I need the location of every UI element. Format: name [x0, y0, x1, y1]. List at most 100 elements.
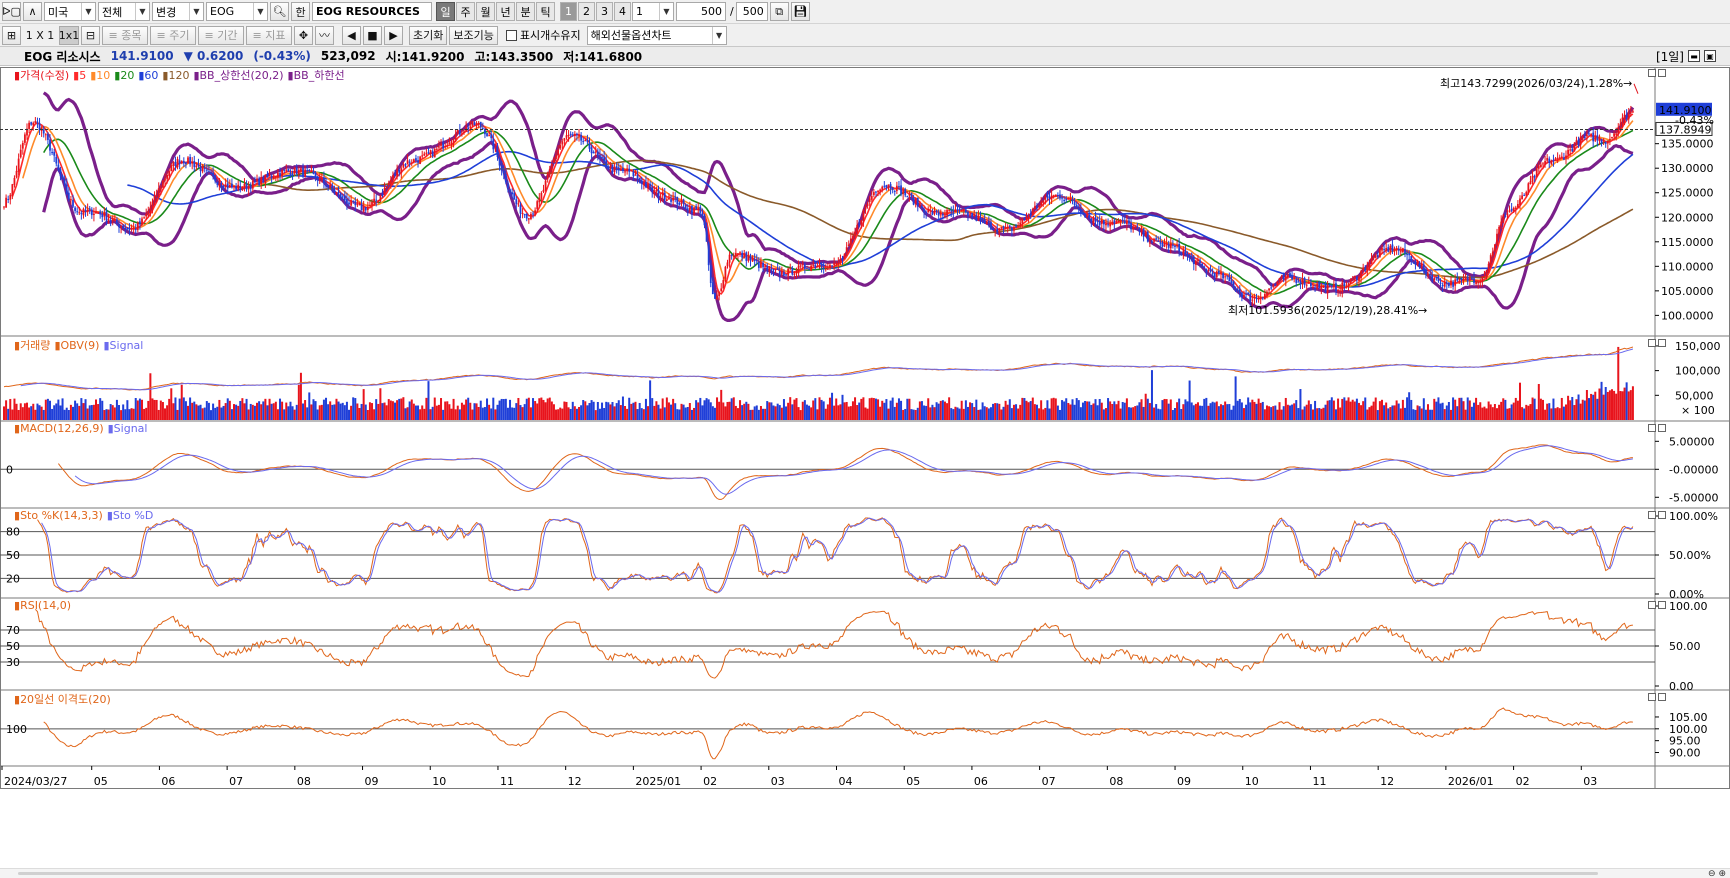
save-button[interactable]: 💾︎ — [790, 2, 810, 21]
single-layout-button[interactable]: 1x1 — [59, 25, 79, 45]
legend-entry[interactable]: ▮RSI(14,0) — [14, 599, 71, 612]
symbol-input[interactable]: EOG ▼ — [206, 2, 268, 21]
candle-body — [469, 126, 472, 128]
period-tab-1[interactable]: 주 — [456, 2, 475, 21]
candle-body — [1031, 208, 1034, 215]
search-button[interactable]: 🔍︎ — [270, 2, 289, 21]
candle-body — [1107, 224, 1109, 226]
pane-close-icon[interactable] — [1658, 693, 1666, 701]
volume-bar — [34, 409, 37, 420]
wave-button[interactable]: 〰 — [315, 25, 334, 45]
slot-tab-4[interactable]: 4 — [614, 2, 631, 21]
volume-bar — [327, 404, 330, 420]
volume-bar — [580, 405, 583, 420]
scroll-track[interactable] — [18, 872, 1598, 875]
volume-bar — [680, 403, 683, 420]
period-tab-2[interactable]: 월 — [476, 2, 495, 21]
legend-entry[interactable]: ▮20일선 이격도(20) — [14, 693, 111, 706]
interval-select[interactable]: 1 ▼ — [632, 2, 674, 21]
aux-functions-button[interactable]: 보조기능 — [449, 25, 498, 45]
candle-body — [617, 167, 620, 170]
legend-entry[interactable]: ▮Signal — [103, 339, 143, 352]
zoom-in-icon[interactable]: ⊕ — [1718, 869, 1726, 878]
period-tab-0[interactable]: 일 — [436, 2, 455, 21]
legend-entry[interactable]: ▮OBV(9) — [54, 339, 99, 352]
legend-entry[interactable]: ▮Sto %K(14,3,3) — [14, 509, 103, 522]
candle-body — [481, 127, 484, 129]
minimize-icon[interactable]: ▬ — [1688, 50, 1700, 62]
zoom-tools[interactable]: ⊖ ⊕ — [1708, 869, 1726, 878]
volume-bar — [1475, 397, 1478, 420]
table-view-button[interactable]: ⊟ — [81, 25, 100, 45]
legend-entry[interactable]: ▮Sto %D — [107, 509, 154, 522]
market-select[interactable]: 미국 ▼ — [44, 2, 96, 21]
legend-entry[interactable]: ▮20 — [114, 69, 134, 82]
legend-entry[interactable]: ▮60 — [138, 69, 158, 82]
legend-entry[interactable]: ▮가격(수정) — [14, 69, 69, 82]
scroll-left-button[interactable]: ◀ — [342, 25, 361, 45]
stop-button[interactable]: ■ — [363, 25, 382, 45]
pane-close-icon[interactable] — [1658, 339, 1666, 347]
volume-bar — [23, 403, 26, 420]
legend-entry[interactable]: ▮5 — [73, 69, 86, 82]
pane-close-icon[interactable] — [1658, 424, 1666, 432]
bb-lower-line — [42, 140, 1634, 322]
candle-body — [113, 218, 116, 220]
display-count-input[interactable]: 500 — [676, 2, 726, 21]
menu-button[interactable]: ᐅ▢ — [2, 2, 21, 21]
change-select[interactable]: 변경 ▼ — [152, 2, 204, 21]
pane-close-icon[interactable] — [1658, 69, 1666, 77]
candle-body — [360, 204, 363, 211]
grid-layout-button[interactable]: ⊞ — [2, 25, 21, 45]
keep-count-checkbox[interactable]: 표시개수유지 — [505, 27, 581, 43]
item-menu-button[interactable]: ≡ 종목 — [102, 25, 148, 45]
volume-bar — [703, 400, 706, 420]
period-tab-3[interactable]: 년 — [496, 2, 515, 21]
reset-button[interactable]: 초기화 — [409, 25, 448, 45]
legend-entry[interactable]: ▮10 — [90, 69, 110, 82]
legend-entry[interactable]: ▮BB_상한선(20,2) — [193, 69, 283, 82]
slot-tab-3[interactable]: 3 — [596, 2, 613, 21]
pane-close-icon[interactable] — [1658, 601, 1666, 609]
legend-entry[interactable]: ▮거래량 — [14, 339, 50, 352]
pane-minimize-icon[interactable] — [1648, 693, 1656, 701]
zoom-out-icon[interactable]: ⊖ — [1708, 869, 1716, 878]
pane-minimize-icon[interactable] — [1648, 69, 1656, 77]
candle-body — [1025, 218, 1028, 220]
hangul-button[interactable]: 한 — [291, 2, 310, 21]
pane-minimize-icon[interactable] — [1648, 339, 1656, 347]
volume-bar — [220, 407, 223, 420]
scope-select[interactable]: 전체 ▼ — [98, 2, 150, 21]
pane-close-icon[interactable] — [1658, 511, 1666, 519]
quote-info-bar: EOG 리소시스 141.9100 ▼ 0.6200 (-0.43%) 523,… — [0, 47, 1730, 66]
candle-body — [998, 228, 1001, 233]
chart-area[interactable]: 135.0000 130.0000 125.0000 120.0000 115.0000… — [0, 67, 1730, 868]
crosshair-button[interactable]: ✥ — [294, 25, 313, 45]
chart-scrollbar[interactable]: ⊖ ⊕ — [0, 868, 1730, 878]
scroll-right-button[interactable]: ▶ — [384, 25, 403, 45]
legend-entry[interactable]: ▮MACD(12,26,9) — [14, 422, 104, 435]
collapse-button[interactable]: ∧ — [23, 2, 42, 21]
candle-body — [916, 197, 919, 207]
futures-chart-select[interactable]: 해외선물옵션차트 ▼ — [586, 25, 727, 45]
indicator-menu-button[interactable]: ≡ 지표 — [246, 25, 292, 45]
pane-minimize-icon[interactable] — [1648, 424, 1656, 432]
pane-minimize-icon[interactable] — [1648, 601, 1656, 609]
symbol-name-field[interactable]: EOG RESOURCES — [312, 2, 432, 21]
cycle-menu-button[interactable]: ≡ 주기 — [150, 25, 196, 45]
interval-value: 1 — [636, 5, 643, 18]
legend-entry[interactable]: ▮120 — [162, 69, 189, 82]
period-tab-4[interactable]: 분 — [516, 2, 535, 21]
period-tab-5[interactable]: 틱 — [536, 2, 555, 21]
maximize-icon[interactable]: ▣ — [1704, 50, 1716, 62]
range-menu-button[interactable]: ≡ 기간 — [198, 25, 244, 45]
legend-entry[interactable]: ▮Signal — [108, 422, 148, 435]
slot-tab-1[interactable]: 1 — [560, 2, 577, 21]
chart-canvas[interactable]: 135.0000130.0000125.0000120.0000115.0000… — [0, 67, 1730, 868]
slot-tab-2[interactable]: 2 — [578, 2, 595, 21]
new-window-button[interactable]: ⧉ — [769, 2, 789, 21]
legend-entry[interactable]: ▮BB_하한선 — [288, 69, 345, 82]
volume-bar — [519, 405, 522, 420]
pane-minimize-icon[interactable] — [1648, 511, 1656, 519]
candle-body — [638, 178, 641, 181]
